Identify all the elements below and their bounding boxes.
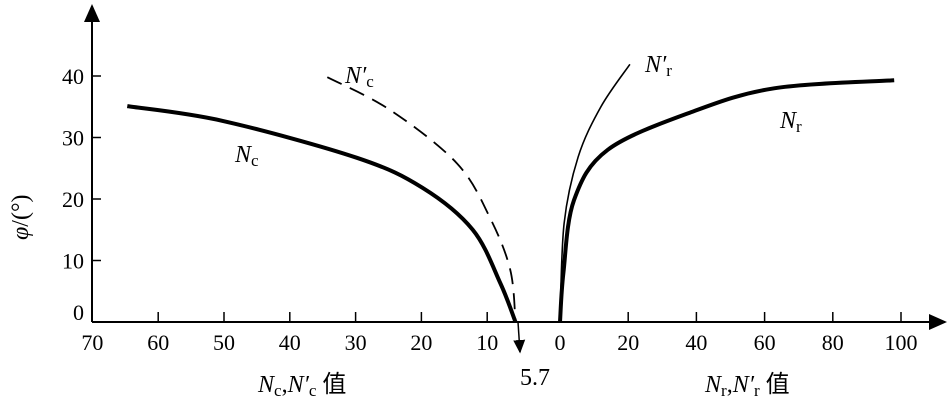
x-tick-label-left: 30	[345, 330, 367, 355]
curve-n-primec	[326, 76, 517, 323]
right-axis-label: Nr,N′r 值	[704, 371, 790, 400]
left-axis-label: Nc,N′c 值	[257, 371, 346, 400]
x-tick-label-right: 100	[885, 330, 918, 355]
x-tick-label-right: 0	[555, 330, 566, 355]
x-tick-label-left: 20	[410, 330, 432, 355]
x-ticks: 70 60 50 40 30 20 10 0 20 40 60 80 100	[81, 312, 918, 355]
annotation-5.7: 5.7	[520, 365, 550, 391]
y-tick-label: 20	[62, 187, 84, 212]
curve-label-nc: Nc	[234, 142, 259, 170]
axes	[84, 4, 947, 330]
5.7-pointer-arrow	[513, 321, 526, 354]
x-tick-label-right: 80	[822, 330, 844, 355]
curve-n-primer	[559, 63, 631, 323]
curves	[126, 63, 895, 323]
x-tick-label-left: 60	[147, 330, 169, 355]
y-tick-label: 30	[62, 126, 84, 151]
x-tick-label-left: 50	[213, 330, 235, 355]
curve-nr	[558, 78, 895, 323]
y-tick-label: 40	[62, 64, 84, 89]
y-ticks: 0 10 20 30 40	[62, 64, 101, 325]
x-tick-label-left: 70	[81, 330, 103, 355]
y-axis-label: φ/(°)	[8, 194, 34, 240]
y-tick-label: 0	[73, 300, 84, 325]
x-tick-label-left: 10	[476, 330, 498, 355]
x-tick-label-right: 20	[617, 330, 639, 355]
curve-nc	[126, 104, 518, 323]
x-tick-label-right: 60	[754, 330, 776, 355]
x-tick-label-left: 40	[279, 330, 301, 355]
y-tick-label: 10	[62, 249, 84, 274]
x-tick-label-right: 40	[685, 330, 707, 355]
curve-label-nc-prime: N′c	[344, 63, 374, 91]
curve-label-nr: Nr	[779, 108, 802, 136]
curve-label-nr-prime: N′r	[644, 52, 672, 80]
